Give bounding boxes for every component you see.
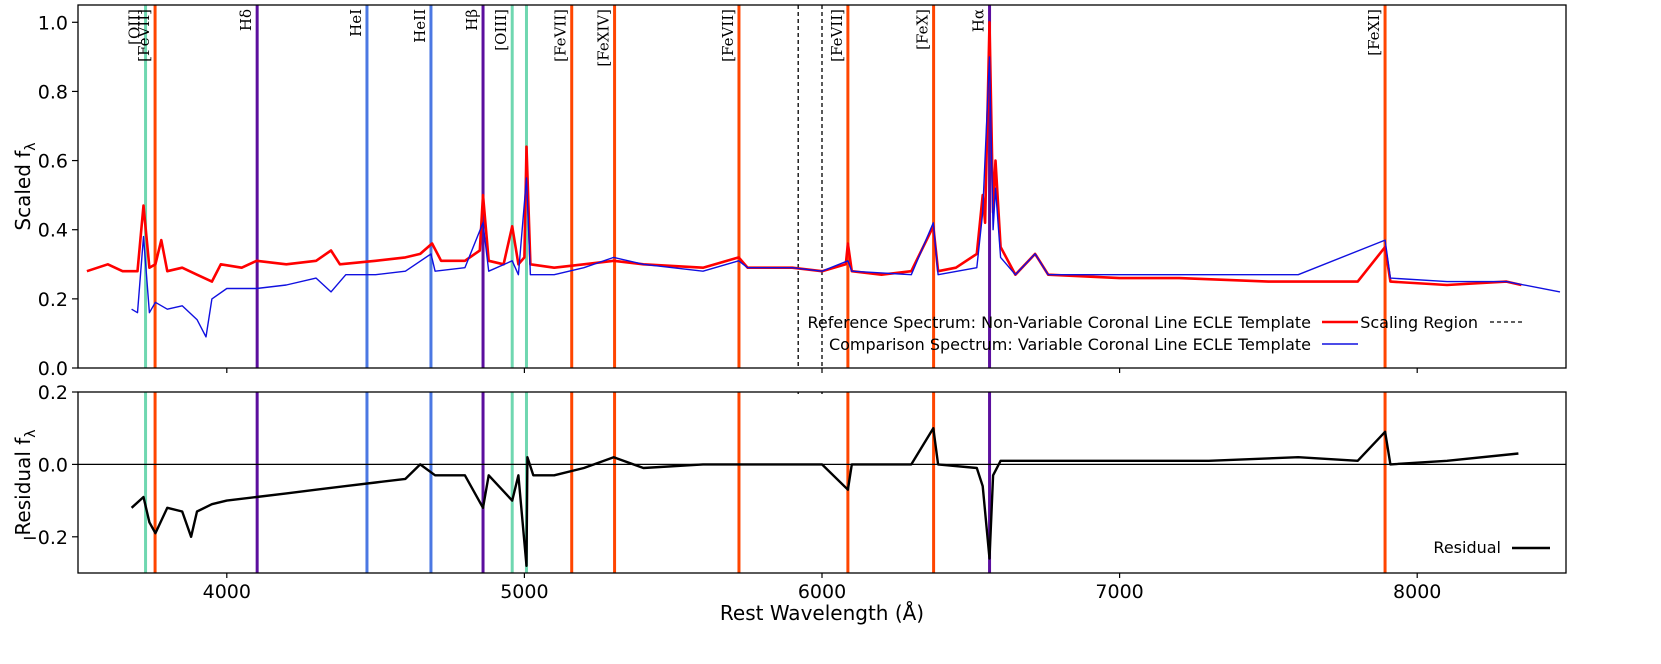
y-axis-label-top: Scaled fλ: [11, 142, 39, 230]
emission-line-label-3: HeI: [347, 9, 365, 37]
emission-line-label-4: HeII: [411, 9, 429, 43]
x-tick-label-1: 5000: [500, 581, 548, 603]
y-tick-label-bottom-0: −0.2: [22, 527, 68, 549]
y-tick-label-top-1: 0.2: [38, 289, 68, 311]
plot-frame-bottom: [77, 391, 1567, 574]
emission-line-label-2: Hδ: [237, 9, 255, 31]
emission-line-label-6: [OIII]: [492, 9, 510, 51]
y-tick-label-bottom-1: 0.0: [38, 454, 68, 476]
emission-line-label-11: [FeVII]: [828, 9, 846, 62]
series-line-bottom-0: [130, 427, 1519, 567]
legend-label-scaling-region: Scaling Region: [1360, 313, 1478, 332]
y-tick-label-top-5: 1.0: [38, 12, 68, 34]
x-axis-label: Rest Wavelength (Å): [720, 601, 924, 625]
legend-label-residual: Residual: [1433, 538, 1501, 557]
emission-line-label-0: [OII]: [126, 9, 144, 45]
emission-line-label-1: [FeVII]: [135, 9, 153, 62]
y-tick-label-bottom-2: 0.2: [38, 382, 68, 404]
emission-line-label-8: [FeVII]: [552, 9, 570, 62]
series-line-top-0: [86, 21, 1522, 287]
emission-line-label-12: [FeX]: [914, 9, 932, 50]
y-tick-label-top-2: 0.4: [38, 220, 68, 242]
y-axis-label-subscript-top: λ: [23, 142, 39, 150]
y-tick-label-top-0: 0.0: [38, 358, 68, 380]
legend-label-comparison: Comparison Spectrum: Variable Coronal Li…: [829, 335, 1311, 354]
emission-line-label-5: Hβ: [463, 9, 481, 31]
y-axis-label-subscript-bottom: λ: [23, 429, 39, 437]
emission-line-label-10: [FeVII]: [719, 9, 737, 62]
emission-line-label-9: [FeXIV]: [595, 9, 613, 67]
emission-line-label-14: [FeXI]: [1365, 9, 1383, 56]
y-axis-label-text-top: Scaled f: [11, 150, 35, 231]
series-line-top-1: [131, 56, 1561, 338]
y-tick-label-top-3: 0.6: [38, 151, 68, 173]
y-axis-label-bottom: Residual fλ: [11, 429, 39, 535]
x-tick-label-3: 7000: [1095, 581, 1143, 603]
legend-label-reference: Reference Spectrum: Non-Variable Coronal…: [807, 313, 1311, 332]
x-tick-label-0: 4000: [203, 581, 251, 603]
emission-line-label-13: Hα: [970, 9, 988, 32]
y-tick-label-top-4: 0.8: [38, 81, 68, 103]
y-axis-label-text-bottom: Residual f: [11, 437, 35, 536]
x-tick-label-2: 6000: [798, 581, 846, 603]
x-tick-label-4: 8000: [1393, 581, 1441, 603]
